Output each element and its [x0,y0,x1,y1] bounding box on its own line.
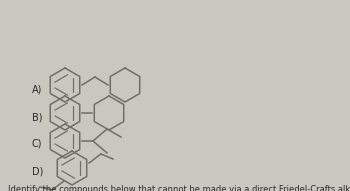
Text: B): B) [32,112,42,122]
Text: Identify the compounds below that cannot be made via a direct Friedel-Crafts alk: Identify the compounds below that cannot… [8,185,350,191]
Text: C): C) [32,139,42,149]
Text: D): D) [32,166,43,176]
Text: A): A) [32,84,42,94]
